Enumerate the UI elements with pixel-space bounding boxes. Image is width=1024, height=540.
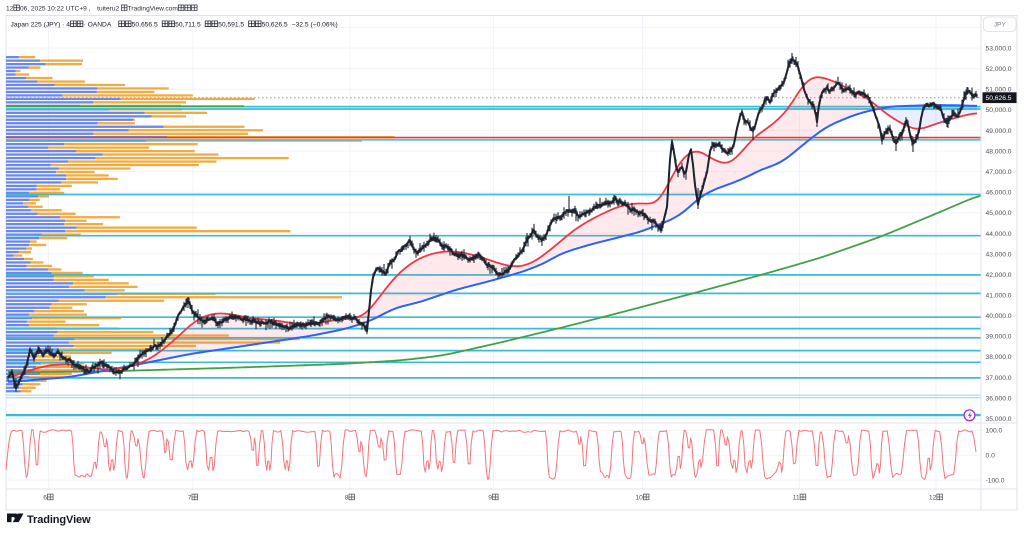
svg-text:6: 6 bbox=[43, 495, 47, 502]
svg-text:50,626.5: 50,626.5 bbox=[262, 21, 288, 28]
svg-text:42,000.0: 42,000.0 bbox=[986, 272, 1012, 279]
svg-text:0.0: 0.0 bbox=[986, 453, 996, 460]
svg-text:48,000.0: 48,000.0 bbox=[986, 148, 1012, 155]
svg-text:−32.5 (−0.06%): −32.5 (−0.06%) bbox=[292, 21, 338, 28]
svg-text:· OANDA: · OANDA bbox=[83, 21, 111, 28]
svg-text:9: 9 bbox=[488, 495, 492, 502]
svg-text:8: 8 bbox=[345, 495, 349, 502]
svg-text:52,000.0: 52,000.0 bbox=[986, 66, 1012, 73]
svg-text:10: 10 bbox=[635, 495, 643, 502]
svg-text:06, 2025 10:22 UTC+9: 06, 2025 10:22 UTC+9 bbox=[20, 5, 87, 12]
svg-text:39,000.0: 39,000.0 bbox=[986, 334, 1012, 341]
svg-text:51,000.0: 51,000.0 bbox=[986, 87, 1012, 94]
svg-text:-100.0: -100.0 bbox=[986, 478, 1005, 485]
svg-text:36,000.0: 36,000.0 bbox=[986, 395, 1012, 402]
svg-text:49,000.0: 49,000.0 bbox=[986, 128, 1012, 135]
svg-text:45,000.0: 45,000.0 bbox=[986, 210, 1012, 217]
svg-text:,: , bbox=[89, 5, 91, 12]
svg-text:50,591.5: 50,591.5 bbox=[218, 21, 244, 28]
svg-text:40,000.0: 40,000.0 bbox=[986, 313, 1012, 320]
svg-text:TradingView.com: TradingView.com bbox=[128, 5, 179, 12]
svg-text:43,000.0: 43,000.0 bbox=[986, 251, 1012, 258]
svg-text:12: 12 bbox=[929, 495, 937, 502]
svg-text:JPY: JPY bbox=[994, 22, 1007, 29]
svg-text:50,656.5: 50,656.5 bbox=[132, 21, 158, 28]
svg-text:50,000.0: 50,000.0 bbox=[986, 107, 1012, 114]
svg-text:47,000.0: 47,000.0 bbox=[986, 169, 1012, 176]
svg-text:100.0: 100.0 bbox=[986, 428, 1003, 435]
svg-text:44,000.0: 44,000.0 bbox=[986, 231, 1012, 238]
svg-text:37,000.0: 37,000.0 bbox=[986, 375, 1012, 382]
svg-text:tuiteru2: tuiteru2 bbox=[97, 5, 119, 12]
svg-text:11: 11 bbox=[793, 495, 800, 502]
svg-text:50,626.5: 50,626.5 bbox=[986, 95, 1012, 102]
svg-text:53,000.0: 53,000.0 bbox=[986, 46, 1012, 53]
svg-text:12: 12 bbox=[6, 5, 14, 12]
svg-text:7: 7 bbox=[188, 495, 192, 502]
svg-text:41,000.0: 41,000.0 bbox=[986, 293, 1012, 300]
svg-text:TradingView: TradingView bbox=[27, 514, 91, 526]
svg-text:Japan 225 (JPY) · 4: Japan 225 (JPY) · 4 bbox=[11, 21, 71, 28]
svg-text:46,000.0: 46,000.0 bbox=[986, 190, 1012, 197]
svg-text:35,000.0: 35,000.0 bbox=[986, 416, 1012, 423]
svg-text:38,000.0: 38,000.0 bbox=[986, 354, 1012, 361]
svg-text:50,711.5: 50,711.5 bbox=[175, 21, 201, 28]
